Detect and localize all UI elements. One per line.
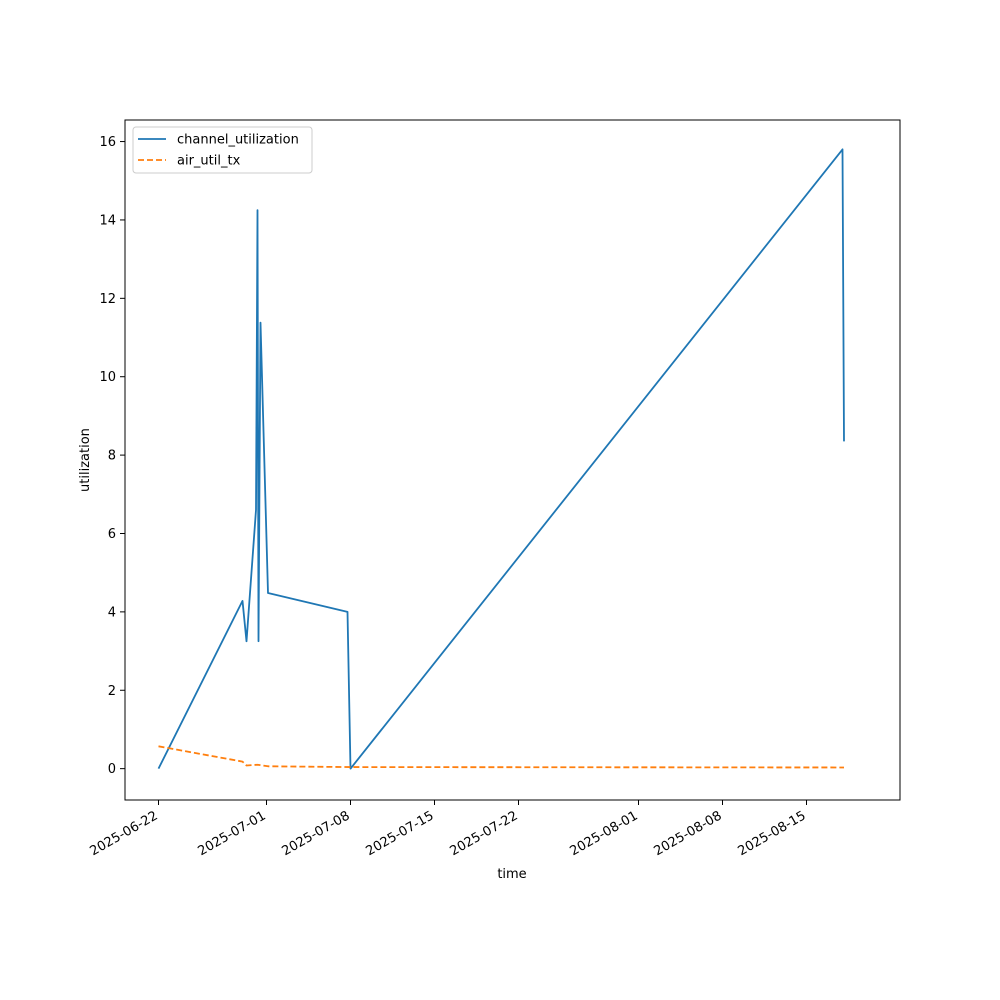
legend-label: air_util_tx bbox=[177, 154, 241, 169]
y-axis: 0 2 4 6 8 10 12 14 16 bbox=[99, 135, 125, 777]
y-tick-label: 6 bbox=[108, 527, 116, 542]
y-tick-label: 10 bbox=[99, 370, 116, 385]
y-tick-label: 4 bbox=[108, 605, 116, 620]
plot-area bbox=[125, 120, 900, 800]
y-axis-label: utilization bbox=[78, 428, 93, 492]
legend-label: channel_utilization bbox=[177, 133, 299, 148]
y-tick-label: 8 bbox=[108, 449, 116, 464]
series-layer bbox=[157, 148, 845, 770]
y-tick-label: 2 bbox=[108, 684, 116, 699]
y-tick-label: 12 bbox=[99, 292, 116, 307]
y-tick-label: 0 bbox=[108, 762, 116, 777]
series-line-air-util-tx bbox=[158, 745, 844, 769]
x-axis-label: time bbox=[497, 867, 526, 882]
legend-box bbox=[132, 126, 313, 174]
series-line-channel-utilization bbox=[157, 148, 845, 770]
y-tick-label: 14 bbox=[99, 213, 116, 228]
legend: channel_utilization air_util_tx bbox=[132, 126, 313, 174]
plot-frame bbox=[124, 119, 901, 801]
y-tick-label: 16 bbox=[99, 135, 116, 150]
